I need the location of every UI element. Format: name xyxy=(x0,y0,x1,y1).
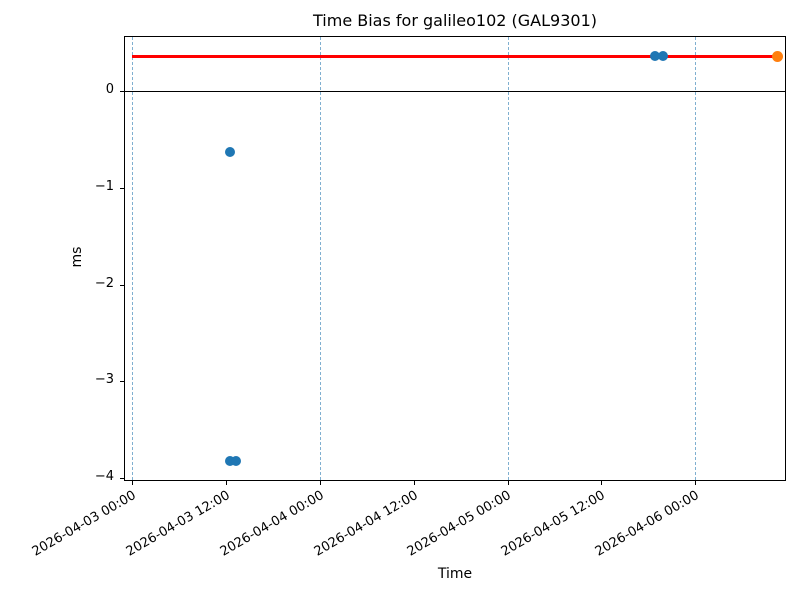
x-tick-label: 2026-04-04 00:00 xyxy=(217,488,327,560)
x-tick-label: 2026-04-03 12:00 xyxy=(123,488,233,560)
y-tick-label: −1 xyxy=(94,178,114,194)
latest-bias-point xyxy=(771,50,783,62)
zero-reference-line xyxy=(124,90,786,92)
x-tick-mark xyxy=(413,481,415,485)
y-tick-label: −3 xyxy=(94,372,114,388)
measured-bias-point xyxy=(224,147,235,158)
y-tick-label: −2 xyxy=(94,275,114,291)
x-axis-label: Time xyxy=(437,566,473,582)
x-tick-label: 2026-04-05 00:00 xyxy=(405,488,515,560)
chart-title: Time Bias for galileo102 (GAL9301) xyxy=(313,11,597,30)
x-tick-mark xyxy=(507,481,509,485)
y-tick-mark xyxy=(120,91,124,93)
x-tick-mark xyxy=(601,481,603,485)
vertical-gridline xyxy=(319,37,321,480)
x-tick-mark xyxy=(319,481,321,485)
y-tick-mark xyxy=(120,284,124,286)
x-tick-mark xyxy=(132,481,134,485)
y-tick-label: −4 xyxy=(94,469,114,485)
vertical-gridline xyxy=(695,37,697,480)
measured-bias-point xyxy=(650,51,661,62)
measured-bias-point xyxy=(658,51,669,62)
x-tick-label: 2026-04-05 12:00 xyxy=(498,488,608,560)
measured-bias-point xyxy=(224,455,235,466)
vertical-gridline xyxy=(132,37,134,480)
current-bias-line xyxy=(132,54,778,58)
measured-bias-point xyxy=(231,455,242,466)
y-tick-mark xyxy=(120,381,124,383)
x-tick-mark xyxy=(695,481,697,485)
vertical-gridline xyxy=(507,37,509,480)
y-tick-label: 0 xyxy=(105,82,114,98)
y-tick-mark xyxy=(120,478,124,480)
x-tick-mark xyxy=(226,481,228,485)
plot-area xyxy=(124,36,786,481)
x-tick-label: 2026-04-06 00:00 xyxy=(592,488,702,560)
y-tick-mark xyxy=(120,187,124,189)
x-tick-label: 2026-04-03 00:00 xyxy=(29,488,139,560)
x-tick-label: 2026-04-04 12:00 xyxy=(311,488,421,560)
